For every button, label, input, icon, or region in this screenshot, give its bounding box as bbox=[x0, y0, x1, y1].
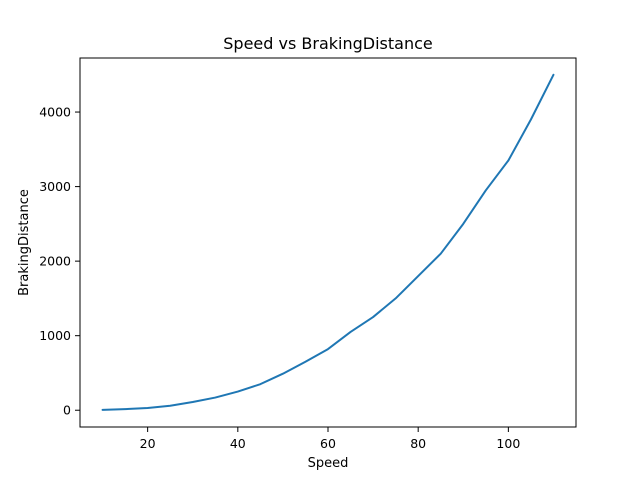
y-tick-label: 3000 bbox=[39, 179, 71, 194]
y-tick-label: 2000 bbox=[39, 254, 71, 269]
x-tick-label: 40 bbox=[230, 436, 246, 451]
x-axis-label: Speed bbox=[308, 456, 349, 471]
x-axis-ticks: 20 40 60 80 100 bbox=[140, 427, 520, 451]
y-tick-label: 1000 bbox=[39, 328, 71, 343]
y-axis-label: BrakingDistance bbox=[17, 189, 32, 296]
x-tick-label: 60 bbox=[320, 436, 336, 451]
y-tick-label: 4000 bbox=[39, 105, 71, 120]
x-tick-label: 20 bbox=[140, 436, 156, 451]
x-tick-label: 80 bbox=[410, 436, 426, 451]
x-tick-label: 100 bbox=[496, 436, 520, 451]
series-line bbox=[101, 73, 555, 411]
chart-title: Speed vs BrakingDistance bbox=[223, 34, 432, 53]
y-tick-label: 0 bbox=[63, 403, 71, 418]
y-axis-ticks: 0 1000 2000 3000 4000 bbox=[39, 105, 80, 418]
